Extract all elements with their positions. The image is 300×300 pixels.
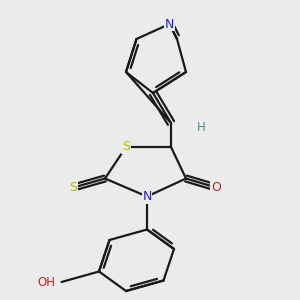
Text: O: O	[211, 181, 221, 194]
Text: N: N	[142, 190, 152, 203]
Text: N: N	[165, 17, 174, 31]
Text: S: S	[70, 181, 77, 194]
Text: H: H	[196, 121, 206, 134]
Text: S: S	[122, 140, 130, 154]
Text: OH: OH	[38, 275, 56, 289]
